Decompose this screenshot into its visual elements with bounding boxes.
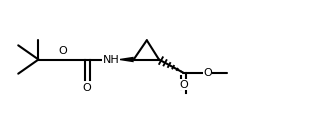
Text: O: O (83, 83, 91, 93)
Text: O: O (179, 80, 188, 90)
Polygon shape (115, 57, 133, 62)
Text: NH: NH (103, 55, 120, 65)
Text: O: O (58, 46, 67, 57)
Text: O: O (203, 68, 212, 78)
